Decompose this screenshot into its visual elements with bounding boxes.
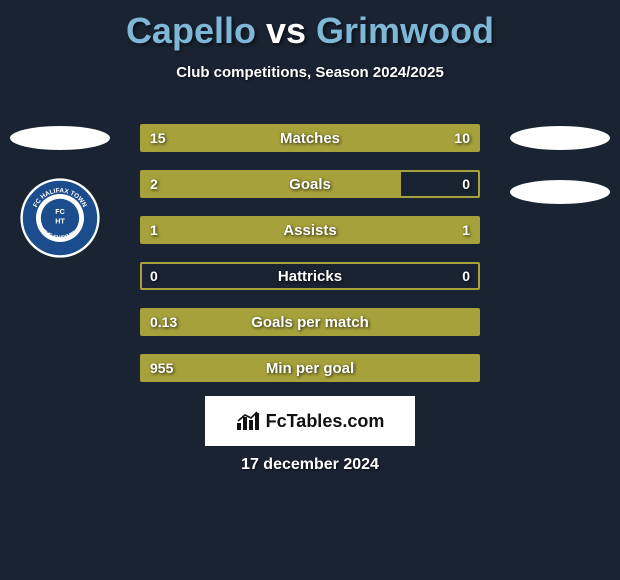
watermark-chart-icon [236,411,260,431]
stat-row: 955Min per goal [140,354,480,382]
svg-text:FC: FC [55,207,65,216]
date-label: 17 december 2024 [0,456,620,474]
watermark-text: FcTables.com [266,411,385,432]
stat-label: Min per goal [142,356,478,380]
watermark: FcTables.com [205,396,415,446]
player1-flag-placeholder [10,126,110,150]
page-title: Capello vs Grimwood [0,0,620,52]
player1-club-badge: FC HT FC HALIFAX TOWN THE SHAYMEN [20,178,100,258]
title-vs: vs [266,10,306,51]
stat-label: Matches [142,126,478,150]
stat-label: Assists [142,218,478,242]
svg-text:HT: HT [55,217,65,226]
stat-row: 11Assists [140,216,480,244]
stat-label: Goals per match [142,310,478,334]
stat-row: 1510Matches [140,124,480,152]
player1-name: Capello [126,10,256,51]
player2-club-placeholder [510,180,610,204]
stat-label: Hattricks [142,264,478,288]
stat-label: Goals [142,172,478,196]
player2-name: Grimwood [316,10,494,51]
stat-row: 20Goals [140,170,480,198]
stats-bars: 1510Matches 20Goals 11Assists 00Hattricks 0.… [140,124,480,400]
stat-row: 0.13Goals per match [140,308,480,336]
subtitle: Club competitions, Season 2024/2025 [0,64,620,81]
player2-flag-placeholder [510,126,610,150]
stat-row: 00Hattricks [140,262,480,290]
